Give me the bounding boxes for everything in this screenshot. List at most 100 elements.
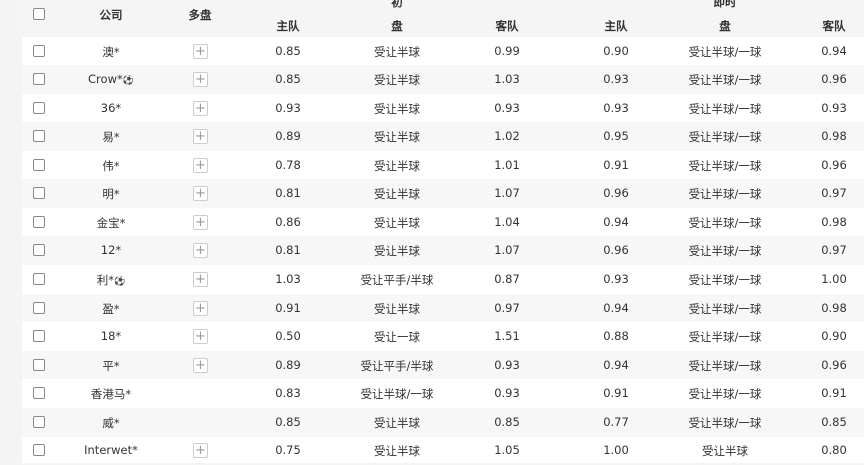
row-checkbox[interactable] [33,330,45,343]
cell-l-home: 0.93 [603,72,629,87]
cell-l-away: 0.85 [821,414,847,429]
cell-i-home: 0.89 [275,129,301,144]
cell-l-home: 0.93 [603,100,629,115]
company-name: 金宝* [96,215,126,230]
cell-i-line: 受让半球 [374,187,420,202]
cell-l-away: 0.96 [821,157,847,172]
expand-plus-button[interactable]: + [193,129,208,145]
table-row: 36* +0.93 受让半球 0.93 0.93 受让半球/一球 0.93 [22,94,864,123]
cell-i-away: 1.02 [494,129,520,144]
row-checkbox[interactable] [33,187,45,200]
row-checkbox[interactable] [33,415,45,428]
table-header: 公司 多盘 初 即时 主队 盘 客队 主队 盘 客队 [22,0,864,37]
table-row: 利*⚽ +1.03 受让平手/半球 0.87 0.93 受让半球/一球 1.00 [22,265,864,294]
cell-l-home: 0.94 [603,300,629,315]
cell-i-home: 0.78 [275,157,301,172]
expand-plus-button[interactable]: + [193,186,208,202]
cell-l-home: 0.93 [603,272,629,287]
cell-i-home: 0.83 [275,386,301,401]
cell-i-home: 0.85 [275,43,301,58]
cell-i-home: 0.89 [275,357,301,372]
cell-l-line: 受让半球/一球 [688,215,762,230]
cell-i-away: 1.05 [494,443,520,458]
header-initial-away: 客队 [495,19,519,33]
cell-i-line: 受让半球 [374,244,420,259]
cell-i-line: 受让一球 [374,330,420,345]
header-live: 即时 [713,0,737,9]
cell-l-away: 0.98 [821,129,847,144]
cell-i-home: 0.50 [275,329,301,344]
table-row: 金宝* +0.86 受让半球 1.04 0.94 受让半球/一球 0.98 [22,208,864,237]
cell-l-home: 0.77 [603,414,629,429]
select-all-checkbox[interactable] [33,8,45,20]
cell-i-away: 0.99 [494,43,520,58]
row-checkbox[interactable] [33,273,45,286]
expand-plus-button[interactable]: + [193,272,208,288]
cell-l-away: 0.91 [821,386,847,401]
row-checkbox[interactable] [33,158,45,171]
cell-l-line: 受让半球/一球 [688,330,762,345]
company-name: 伟* [102,158,120,173]
cell-i-line: 受让半球 [374,44,420,59]
cell-i-line: 受让平手/半球 [360,273,434,288]
company-name: 利*⚽ [96,273,126,288]
cell-l-line: 受让半球/一球 [688,387,762,402]
cell-i-home: 0.91 [275,300,301,315]
cell-l-away: 0.93 [821,100,847,115]
cell-l-home: 0.95 [603,129,629,144]
expand-plus-button[interactable]: + [193,329,208,345]
header-live-home: 主队 [604,19,628,33]
table-row: 香港马* 0.83 受让半球/一球 0.93 0.91 受让半球/一球 0.91 [22,379,864,408]
row-checkbox[interactable] [33,73,45,86]
cell-i-home: 1.03 [275,272,301,287]
cell-l-away: 0.98 [821,300,847,315]
cell-i-away: 0.93 [494,100,520,115]
header-company: 公司 [99,8,123,22]
expand-plus-button[interactable]: + [193,100,208,116]
cell-i-home: 0.81 [275,243,301,258]
cell-i-line: 受让半球 [374,130,420,145]
row-checkbox[interactable] [33,301,45,314]
cell-i-home: 0.81 [275,186,301,201]
cell-i-line: 受让半球 [374,73,420,88]
cell-l-away: 0.96 [821,72,847,87]
expand-plus-button[interactable]: + [193,443,208,459]
table-row: 易* +0.89 受让半球 1.02 0.95 受让半球/一球 0.98 [22,122,864,151]
expand-plus-button[interactable]: + [193,157,208,173]
cell-i-line: 受让半球 [374,158,420,173]
company-name: 澳* [102,44,120,59]
expand-plus-button[interactable]: + [193,300,208,316]
cell-l-line: 受让半球/一球 [688,358,762,373]
table-row: 12* +0.81 受让半球 1.07 0.96 受让半球/一球 0.97 [22,236,864,266]
company-name: 香港马* [90,387,132,402]
expand-plus-button[interactable]: + [193,357,208,373]
expand-plus-button[interactable]: + [193,43,208,59]
football-icon: ⚽ [122,76,134,87]
expand-plus-button[interactable]: + [193,214,208,230]
cell-l-line: 受让半球/一球 [688,301,762,316]
row-checkbox[interactable] [33,444,45,457]
table-row: 盈* +0.91 受让半球 0.97 0.94 受让半球/一球 0.98 [22,293,864,323]
cell-l-away: 0.97 [821,186,847,201]
expand-plus-button[interactable]: + [193,243,208,259]
table-row: Interwet* +0.75 受让半球 1.05 1.00 受让半球 0.80 [22,436,864,465]
row-checkbox[interactable] [33,44,45,57]
table-row: 威* 0.85 受让半球 0.85 0.77 受让半球/一球 0.85 [22,407,864,437]
row-checkbox[interactable] [33,387,45,400]
row-checkbox[interactable] [33,101,45,114]
cell-l-line: 受让半球/一球 [688,130,762,145]
company-name: Crow*⚽ [88,72,134,87]
cell-l-home: 0.91 [603,386,629,401]
cell-i-away: 0.93 [494,357,520,372]
row-checkbox[interactable] [33,358,45,371]
cell-l-home: 0.88 [603,329,629,344]
cell-l-home: 0.94 [603,357,629,372]
expand-plus-button[interactable]: + [193,72,208,88]
cell-i-away: 0.87 [494,272,520,287]
row-checkbox[interactable] [33,130,45,143]
cell-l-line: 受让半球/一球 [688,44,762,59]
company-name: 12* [100,243,122,258]
row-checkbox[interactable] [33,215,45,228]
row-checkbox[interactable] [33,244,45,257]
cell-i-home: 0.85 [275,72,301,87]
